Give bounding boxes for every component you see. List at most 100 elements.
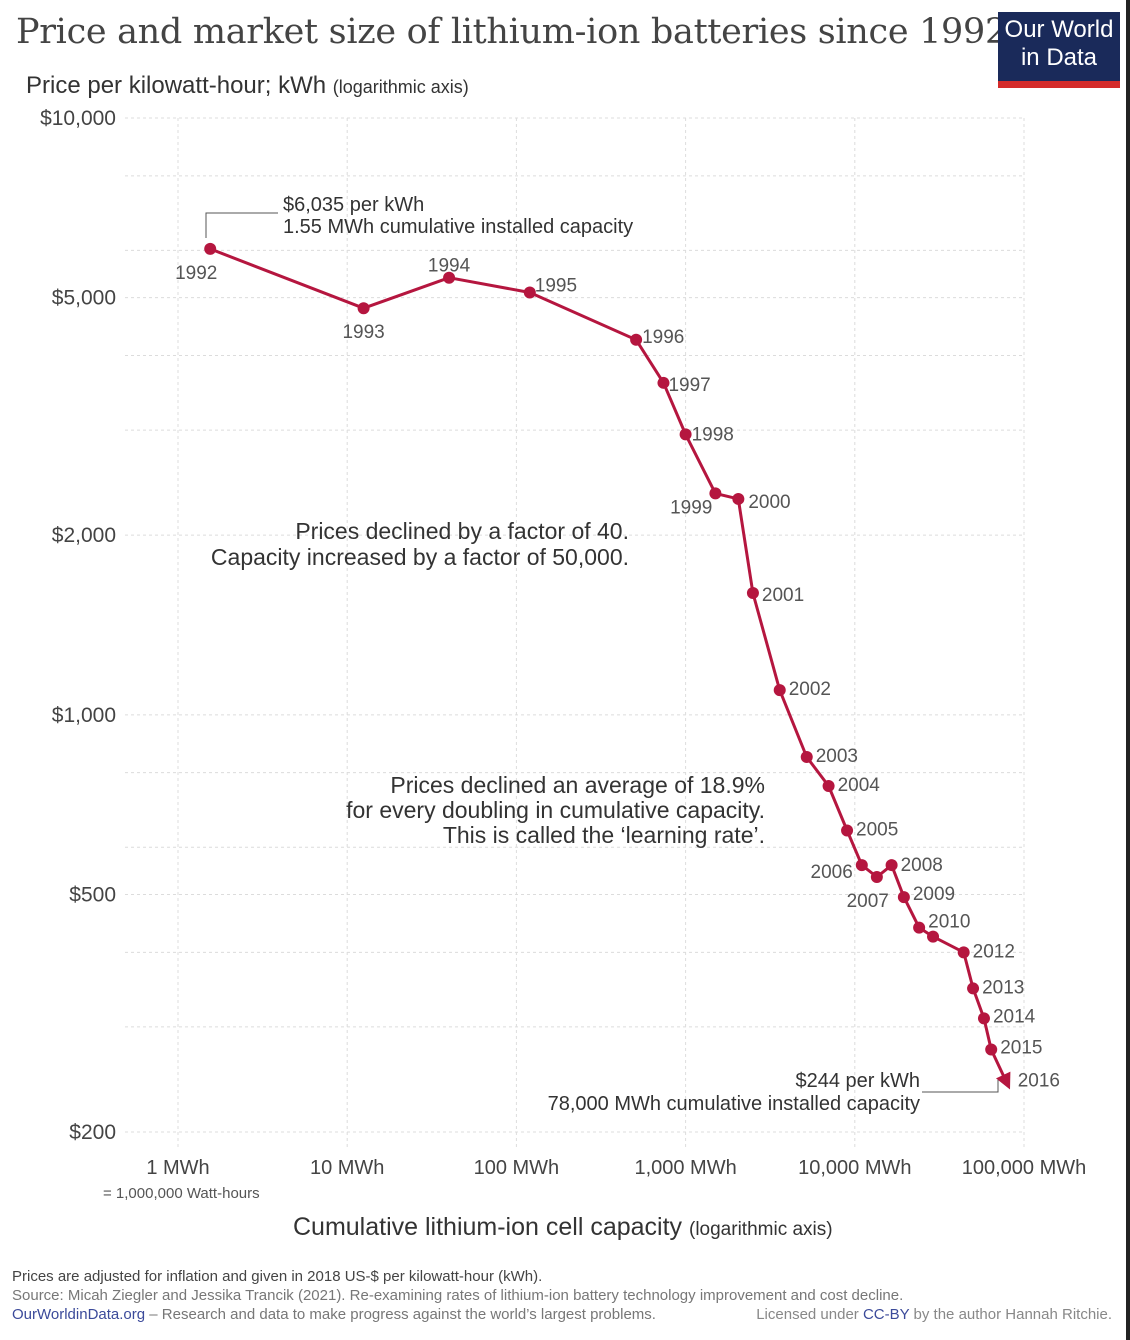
- data-point-2011[interactable]: [927, 930, 940, 943]
- data-point-2012[interactable]: [957, 946, 970, 959]
- point-label-2010: 2010: [928, 912, 970, 933]
- data-point-1996[interactable]: [630, 333, 643, 346]
- y-tick-labels: $10,000 $5,000 $2,000 $1,000 $500 $200: [40, 107, 116, 1144]
- x-tick-label: 100,000 MWh: [962, 1157, 1087, 1179]
- learning-annotation-line-1: Prices declined an average of 18.9%: [390, 772, 765, 798]
- series-end-arrow: [996, 1071, 1011, 1090]
- y-tick-label: $500: [69, 883, 116, 906]
- footer-site-line: OurWorldinData.org – Research and data t…: [12, 1306, 656, 1323]
- annotation-leaders: [205, 212, 999, 1093]
- data-point-1993[interactable]: [357, 302, 370, 315]
- y-tick-label: $10,000: [40, 107, 116, 130]
- y-tick-label: $1,000: [52, 704, 116, 727]
- point-label-2004: 2004: [838, 775, 881, 796]
- learning-annotation-line-2: for every doubling in cumulative capacit…: [346, 797, 765, 823]
- y-tick-label: $5,000: [52, 287, 116, 310]
- data-point-2007[interactable]: [870, 870, 883, 883]
- start-annotation-capacity: 1.55 MWh cumulative installed capacity: [283, 216, 633, 238]
- data-point-2006[interactable]: [855, 859, 868, 872]
- data-point-2009[interactable]: [897, 891, 910, 904]
- x-tick-label: 10 MWh: [310, 1157, 384, 1179]
- point-label-2007: 2007: [847, 891, 889, 912]
- data-point-1995[interactable]: [523, 286, 536, 299]
- point-label-2001: 2001: [762, 585, 804, 606]
- point-label-2009: 2009: [913, 884, 955, 905]
- price-series-line: [209, 247, 1008, 1082]
- factor-annotation-line-1: Prices declined by a factor of 40.: [295, 518, 629, 544]
- end-annotation-price: $244 per kWh: [795, 1070, 920, 1092]
- y-axis-title-note: (logarithmic axis): [332, 77, 469, 97]
- y-axis-title-main: Price per kilowatt-hour; kWh: [26, 72, 327, 99]
- data-point-1992[interactable]: [204, 242, 217, 255]
- x-axis-footnote: = 1,000,000 Watt-hours: [103, 1185, 260, 1202]
- y-tick-label: $2,000: [52, 524, 116, 547]
- point-label-2002: 2002: [789, 679, 831, 700]
- point-label-2008: 2008: [901, 855, 943, 876]
- data-point-2002[interactable]: [773, 684, 786, 697]
- data-point-2001[interactable]: [746, 587, 759, 600]
- data-point-2003[interactable]: [800, 750, 813, 763]
- point-label-2015: 2015: [1000, 1037, 1042, 1058]
- logo-line-2: in Data: [1020, 44, 1098, 71]
- point-label-1996: 1996: [642, 327, 684, 348]
- point-label-2003: 2003: [816, 746, 858, 767]
- footer-site-link[interactable]: OurWorldinData.org: [12, 1306, 146, 1323]
- point-label-1997: 1997: [668, 375, 710, 396]
- data-point-2013[interactable]: [967, 982, 980, 995]
- footer-tagline: – Research and data to make progress aga…: [145, 1306, 656, 1323]
- data-points: [204, 242, 998, 1056]
- footer-license: Licensed under CC-BY by the author Hanna…: [756, 1306, 1112, 1323]
- x-tick-label: 1 MWh: [146, 1157, 209, 1179]
- chart-title: Price and market size of lithium-ion bat…: [16, 12, 1007, 52]
- point-label-2012: 2012: [973, 941, 1015, 962]
- y-tick-label: $200: [69, 1121, 116, 1144]
- data-point-1999[interactable]: [709, 487, 722, 500]
- data-point-2014[interactable]: [977, 1012, 990, 1025]
- x-tick-label: 1,000 MWh: [634, 1157, 736, 1179]
- point-label-1993: 1993: [342, 322, 384, 343]
- license-prefix: Licensed under: [756, 1306, 863, 1323]
- point-label-2006: 2006: [811, 862, 853, 883]
- data-point-2000[interactable]: [732, 492, 745, 505]
- x-tick-label: 100 MWh: [474, 1157, 560, 1179]
- data-point-2010[interactable]: [913, 921, 926, 934]
- footer-source: Source: Micah Ziegler and Jessika Tranci…: [12, 1287, 904, 1304]
- x-axis-title: Cumulative lithium-ion cell capacity (lo…: [293, 1213, 833, 1242]
- start-annotation-price: $6,035 per kWh: [283, 194, 424, 216]
- point-label-2016: 2016: [1018, 1070, 1060, 1091]
- point-label-2014: 2014: [993, 1006, 1036, 1027]
- logo-text: Our World in Data: [998, 16, 1120, 72]
- chart-svg: $10,000$5,000$2,000$1,000$500$200 1 MWh 1…: [40, 107, 1086, 1202]
- point-label-1994: 1994: [428, 256, 471, 277]
- data-point-1997[interactable]: [657, 376, 670, 389]
- end-annotation-capacity: 78,000 MWh cumulative installed capacity: [548, 1093, 920, 1115]
- logo-line-1: Our World: [1004, 16, 1114, 43]
- y-axis-title: Price per kilowatt-hour; kWh (logarithmi…: [26, 72, 469, 100]
- point-label-2013: 2013: [982, 977, 1024, 998]
- x-tick-labels: 1 MWh 10 MWh 100 MWh 1,000 MWh 10,000 MWh 100…: [146, 1157, 1086, 1179]
- data-point-1994[interactable]: [443, 271, 456, 284]
- point-label-2000: 2000: [748, 492, 790, 513]
- x-tick-label: 10,000 MWh: [798, 1157, 911, 1179]
- grid-lines: [125, 117, 1025, 1148]
- right-border: [1126, 0, 1130, 1340]
- data-point-2015[interactable]: [985, 1043, 998, 1056]
- data-point-2005[interactable]: [841, 824, 854, 837]
- point-labels: 1992 1993 1994 1995 1996 1997 1998 1999 2000 2001…: [175, 256, 1060, 1092]
- data-point-2008[interactable]: [885, 859, 898, 872]
- logo-accent-bar: [998, 81, 1120, 88]
- point-label-1992: 1992: [175, 263, 217, 284]
- point-label-1999: 1999: [670, 497, 712, 518]
- learning-annotation-line-3: This is called the ‘learning rate’.: [443, 822, 765, 848]
- license-link[interactable]: CC-BY: [862, 1306, 910, 1323]
- factor-annotation-line-2: Capacity increased by a factor of 50,000…: [211, 544, 629, 570]
- owid-logo[interactable]: Our World in Data: [998, 12, 1120, 88]
- data-point-2004[interactable]: [822, 779, 835, 792]
- point-label-1995: 1995: [535, 276, 577, 297]
- data-point-1998[interactable]: [679, 428, 692, 441]
- point-label-1998: 1998: [692, 424, 734, 445]
- license-suffix: by the author Hannah Ritchie.: [909, 1306, 1112, 1323]
- x-axis-title-main: Cumulative lithium-ion cell capacity: [293, 1213, 683, 1241]
- x-axis-title-note: (logarithmic axis): [689, 1219, 833, 1240]
- footer-note: Prices are adjusted for inflation and gi…: [12, 1268, 543, 1285]
